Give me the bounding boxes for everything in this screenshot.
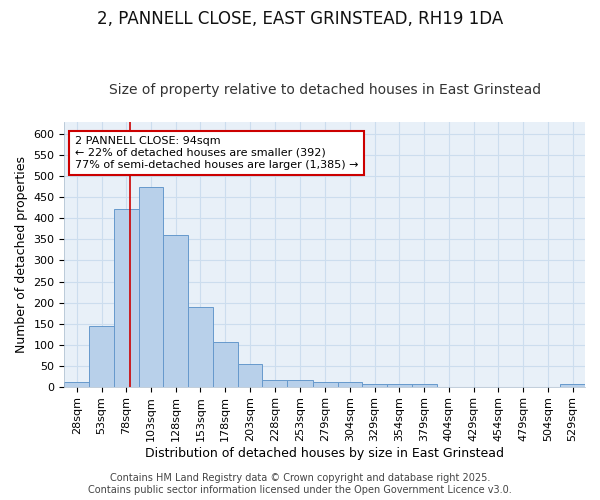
Text: Contains HM Land Registry data © Crown copyright and database right 2025.
Contai: Contains HM Land Registry data © Crown c… <box>88 474 512 495</box>
Bar <box>89 326 114 386</box>
Bar <box>139 187 163 386</box>
X-axis label: Distribution of detached houses by size in East Grinstead: Distribution of detached houses by size … <box>145 447 504 460</box>
Bar <box>362 384 387 386</box>
Bar <box>338 382 362 386</box>
Text: 2, PANNELL CLOSE, EAST GRINSTEAD, RH19 1DA: 2, PANNELL CLOSE, EAST GRINSTEAD, RH19 1… <box>97 10 503 28</box>
Bar <box>188 306 213 386</box>
Bar <box>313 382 338 386</box>
Bar <box>412 384 437 386</box>
Bar <box>238 364 262 386</box>
Bar <box>114 209 139 386</box>
Bar <box>287 380 313 386</box>
Y-axis label: Number of detached properties: Number of detached properties <box>15 156 28 352</box>
Bar <box>262 380 287 386</box>
Bar <box>64 382 89 386</box>
Text: 2 PANNELL CLOSE: 94sqm
← 22% of detached houses are smaller (392)
77% of semi-de: 2 PANNELL CLOSE: 94sqm ← 22% of detached… <box>75 136 358 170</box>
Bar <box>163 236 188 386</box>
Bar <box>387 384 412 386</box>
Bar <box>560 384 585 386</box>
Bar <box>213 342 238 386</box>
Title: Size of property relative to detached houses in East Grinstead: Size of property relative to detached ho… <box>109 83 541 97</box>
